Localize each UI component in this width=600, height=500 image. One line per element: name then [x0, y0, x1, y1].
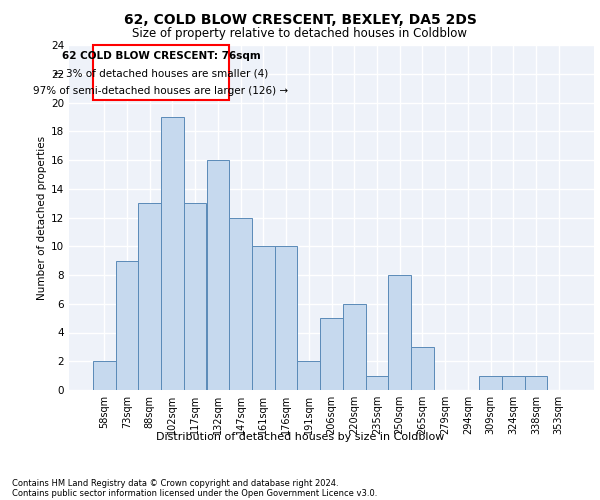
Text: Contains HM Land Registry data © Crown copyright and database right 2024.: Contains HM Land Registry data © Crown c…	[12, 478, 338, 488]
Bar	[343, 304, 365, 390]
Bar	[502, 376, 524, 390]
Text: 97% of semi-detached houses are larger (126) →: 97% of semi-detached houses are larger (…	[34, 86, 289, 96]
Bar	[252, 246, 275, 390]
Text: Contains public sector information licensed under the Open Government Licence v3: Contains public sector information licen…	[12, 488, 377, 498]
Text: Distribution of detached houses by size in Coldblow: Distribution of detached houses by size …	[156, 432, 444, 442]
Bar	[116, 260, 139, 390]
FancyBboxPatch shape	[93, 45, 229, 100]
Bar	[365, 376, 388, 390]
Bar	[479, 376, 502, 390]
Bar	[275, 246, 298, 390]
Text: ← 3% of detached houses are smaller (4): ← 3% of detached houses are smaller (4)	[54, 68, 268, 78]
Bar	[184, 203, 206, 390]
Bar	[139, 203, 161, 390]
Bar	[229, 218, 252, 390]
Text: 62 COLD BLOW CRESCENT: 76sqm: 62 COLD BLOW CRESCENT: 76sqm	[62, 50, 260, 60]
Text: Size of property relative to detached houses in Coldblow: Size of property relative to detached ho…	[133, 28, 467, 40]
Bar	[524, 376, 547, 390]
Bar	[93, 361, 116, 390]
Bar	[320, 318, 343, 390]
Bar	[388, 275, 411, 390]
Bar	[411, 347, 434, 390]
Bar	[161, 117, 184, 390]
Bar	[298, 361, 320, 390]
Y-axis label: Number of detached properties: Number of detached properties	[37, 136, 47, 300]
Bar	[206, 160, 229, 390]
Text: 62, COLD BLOW CRESCENT, BEXLEY, DA5 2DS: 62, COLD BLOW CRESCENT, BEXLEY, DA5 2DS	[124, 12, 476, 26]
